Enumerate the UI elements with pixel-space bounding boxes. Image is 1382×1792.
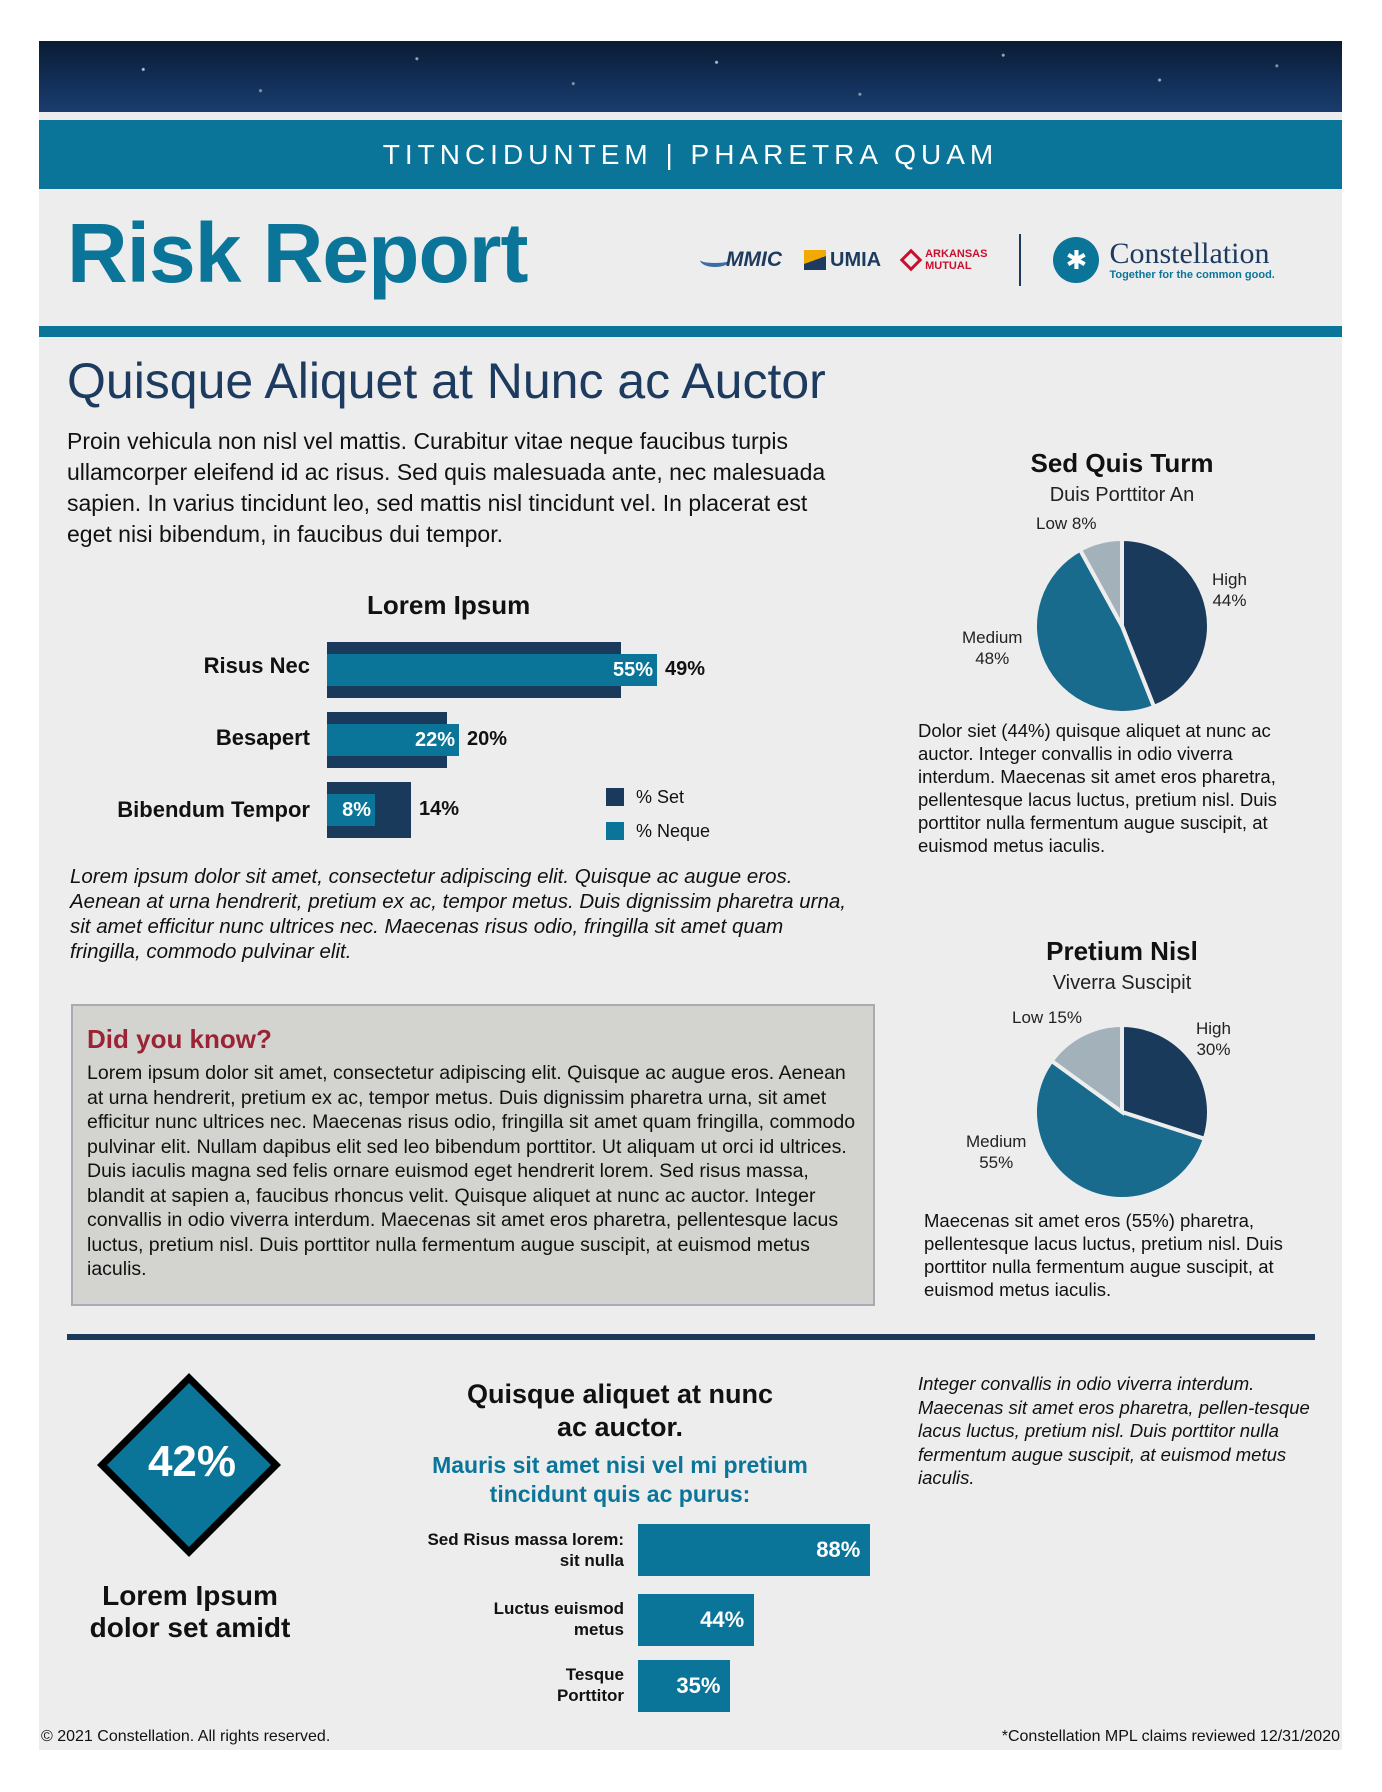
quisque-bar-label: Tesque Porttitor xyxy=(556,1665,624,1705)
umia-logo: UMIA xyxy=(804,249,881,272)
pie1-chart xyxy=(1032,536,1211,715)
pie2-description: Maecenas sit amet eros (55%) pharetra, p… xyxy=(924,1210,1283,1300)
bar-set-value: 14% xyxy=(419,798,460,820)
quisque-bar-label: Sed Risus massa lorem: sit nulla xyxy=(427,1530,624,1570)
logo-divider xyxy=(1019,234,1022,286)
section-heading: Quisque Aliquet at Nunc ac Auctor xyxy=(67,353,826,409)
bar-chart-legend: % Set % Neque xyxy=(606,780,710,848)
banner-text: TITNCIDUNTEM | PHARETRA QUAM xyxy=(382,138,999,170)
pie1-description: Dolor siet (44%) quisque aliquet at nunc… xyxy=(918,720,1277,856)
constellation-star-icon: ✱ xyxy=(1053,237,1100,283)
pie1-subtitle: Duis Porttitor An xyxy=(1049,484,1195,506)
top-banner: TITNCIDUNTEM | PHARETRA QUAM xyxy=(39,120,1342,189)
pie2-title: Pretium Nisl xyxy=(1046,936,1198,966)
starfield-banner xyxy=(39,41,1342,112)
legend-swatch-neque xyxy=(606,822,624,840)
pie1-label-medium: Medium 48% xyxy=(962,628,1023,668)
pie-slice-high xyxy=(1120,536,1211,710)
did-you-know-box: Did you know? Lorem ipsum dolor sit amet… xyxy=(71,1004,875,1306)
quisque-bar-label: Luctus euismod metus xyxy=(493,1599,624,1639)
mmic-logo: MMIC xyxy=(700,248,782,272)
legend-item-neque: % Neque xyxy=(606,814,710,848)
header-divider xyxy=(39,326,1342,337)
constellation-logo: ✱ Constellation Together for the common … xyxy=(1053,237,1275,283)
bar-set-value: 49% xyxy=(665,658,706,680)
bar-set-value: 20% xyxy=(467,728,508,750)
pie-slice-low xyxy=(1077,536,1124,627)
partner-logos: MMIC UMIA ARKANSAS MUTUAL ✱ Constellatio… xyxy=(700,225,1275,295)
bar-chart-caption: Lorem ipsum dolor sit amet, consectetur … xyxy=(70,865,846,963)
did-you-know-body: Lorem ipsum dolor sit amet, consectetur … xyxy=(87,1062,856,1280)
pie-slice-medium xyxy=(1033,1058,1208,1201)
umia-mark-icon xyxy=(804,250,826,270)
bar-category-label: Besapert xyxy=(215,725,310,750)
kpi-value: 42% xyxy=(147,1437,237,1486)
pie1-title: Sed Quis Turm xyxy=(1030,448,1214,478)
legend-swatch-set xyxy=(606,788,624,806)
bar-neque: 22% xyxy=(327,724,459,756)
bar-neque: 8% xyxy=(327,794,375,826)
quisque-subtitle: Mauris sit amet nisi vel mi pretium tinc… xyxy=(432,1452,808,1507)
pie1-label-low: Low 8% xyxy=(1036,514,1097,533)
pie2-label-low: Low 15% xyxy=(1012,1008,1082,1027)
legend-item-set: % Set xyxy=(606,780,710,814)
arkansas-mutual-logo: ARKANSAS MUTUAL xyxy=(899,248,987,272)
quisque-bar: 88% xyxy=(638,1524,871,1576)
pie-slice-low xyxy=(1048,1022,1124,1116)
constellation-tagline: Together for the common good. xyxy=(1109,269,1275,281)
pie-slice-high xyxy=(1120,1022,1211,1142)
intro-paragraph: Proin vehicula non nisl vel mattis. Cura… xyxy=(67,428,826,547)
pie2-subtitle: Viverra Suscipit xyxy=(1052,972,1192,994)
bar-category-label: Bibendum Tempor xyxy=(117,797,310,822)
copyright: © 2021 Constellation. All rights reserve… xyxy=(41,1728,331,1745)
quisque-bar: 44% xyxy=(638,1594,755,1646)
side-note: Integer convallis in odio viverra interd… xyxy=(918,1373,1310,1488)
pie1-label-high: High 44% xyxy=(1212,570,1247,610)
pie2-label-high: High 30% xyxy=(1196,1019,1231,1059)
footnote: *Constellation MPL claims reviewed 12/31… xyxy=(1001,1728,1340,1745)
constellation-name: Constellation xyxy=(1109,237,1270,270)
bar-neque: 55% xyxy=(327,654,657,686)
pie2-label-medium: Medium 55% xyxy=(966,1132,1027,1172)
pie-slice-medium xyxy=(1032,547,1157,715)
report-title: Risk Report xyxy=(67,206,528,300)
bar-category-label: Risus Nec xyxy=(203,653,310,678)
kpi-caption: Lorem Ipsum dolor set amidt xyxy=(89,1580,291,1643)
pie2-chart xyxy=(1033,1022,1211,1201)
bar-chart-title: Lorem Ipsum xyxy=(367,590,531,620)
section-divider xyxy=(67,1334,1315,1340)
quisque-bar: 35% xyxy=(638,1660,731,1712)
mmic-swoosh-icon xyxy=(700,253,730,267)
quisque-title: Quisque aliquet at nunc ac auctor. xyxy=(466,1379,774,1442)
did-you-know-heading: Did you know? xyxy=(87,1024,272,1054)
arkansas-diamond-icon xyxy=(899,248,923,272)
